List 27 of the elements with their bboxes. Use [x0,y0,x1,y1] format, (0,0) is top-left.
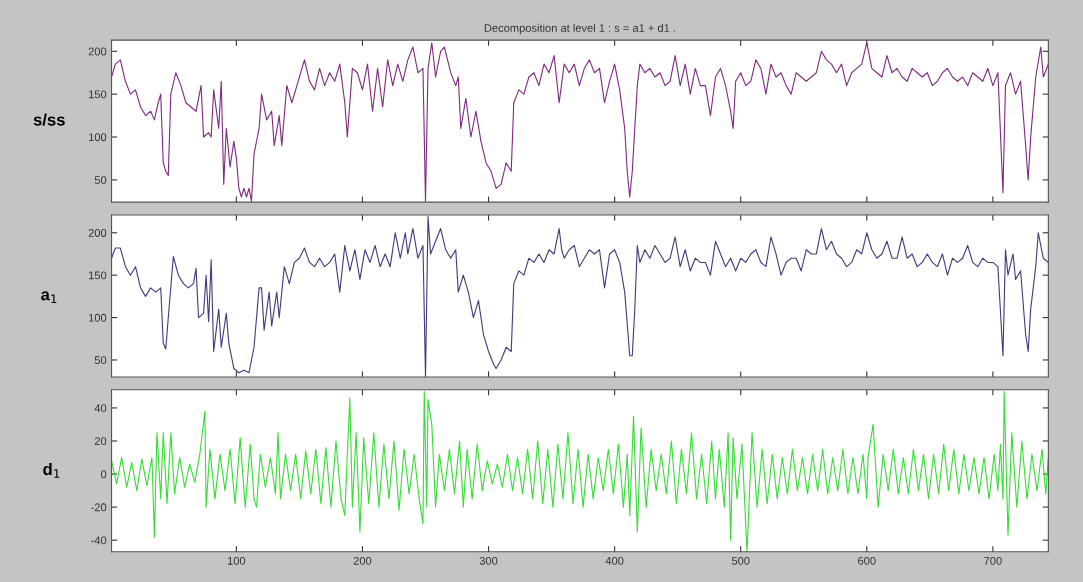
y-tick-label: 150 [89,271,107,280]
line-series [111,216,1049,377]
y-tick-label: -40 [91,536,107,545]
line-series [111,42,1049,202]
y-tick-label: 150 [89,90,107,99]
x-tick-label: 300 [479,556,498,565]
x-tick-label: 500 [731,556,750,565]
x-tick-label: 700 [984,556,1002,565]
y-tick-label: 200 [88,229,107,237]
y-tick-label: 20 [94,437,107,446]
y-tick-label: 200 [88,47,107,56]
x-tick-label: 200 [353,556,372,565]
y-axis-title: a$_{1}$ [41,291,57,303]
y-tick-label: 0 [100,470,107,479]
y-axis-title: d$_{1}$ [43,462,60,478]
x-tick-label: 100 [227,556,246,565]
y-tick-label: 100 [89,133,107,142]
chart-title: Decomposition at level 1 : s = a1 + d1 . [484,23,675,35]
line-series [111,390,1049,552]
y-tick-label: 50 [94,176,107,184]
x-tick-label: 600 [858,556,876,565]
y-axis-title: s/ss [33,113,65,126]
x-tick-label: 400 [605,556,624,565]
y-tick-label: -20 [91,503,107,512]
y-tick-label: 100 [89,313,107,322]
y-tick-label: 40 [94,404,107,413]
y-tick-label: 50 [94,356,107,365]
